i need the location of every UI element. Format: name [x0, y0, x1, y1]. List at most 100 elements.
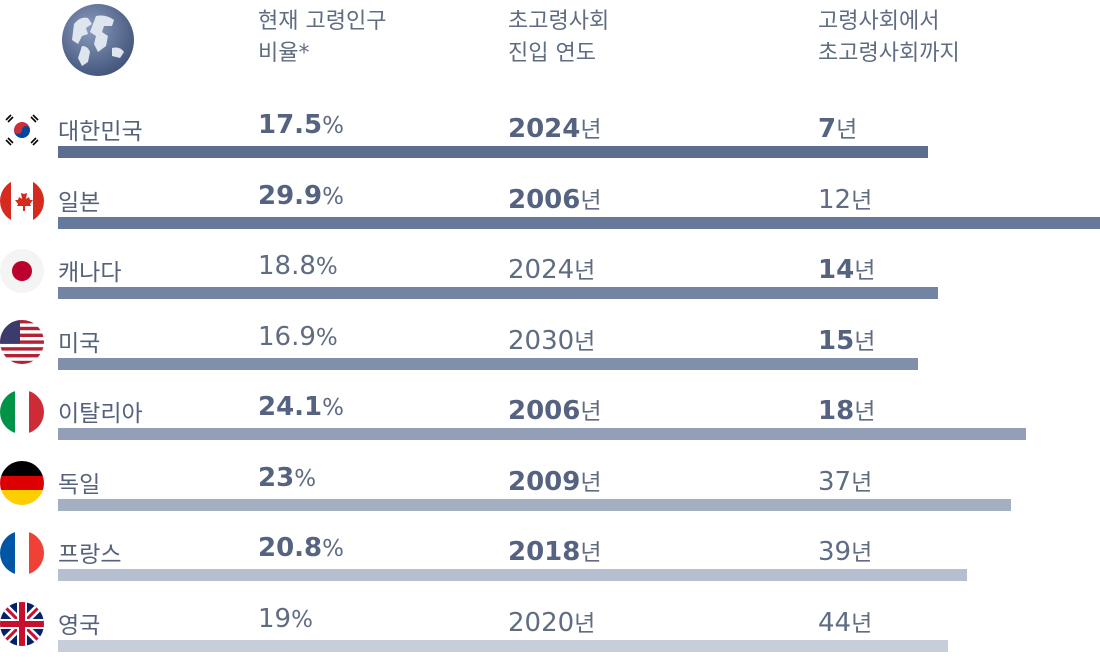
entry-year-cell-unit: 년 [574, 328, 596, 355]
row-bar [58, 287, 938, 299]
row-bar [58, 216, 1100, 229]
entry-year-cell: 2006년 [508, 392, 602, 426]
ratio-cell-value: 17.5 [258, 110, 323, 140]
transition-years-cell: 15년 [818, 322, 875, 356]
entry-year-cell-unit: 년 [580, 540, 602, 566]
country-name: 영국 [58, 612, 101, 639]
entry-year-cell-unit: 년 [580, 187, 602, 214]
transition-years-cell-value: 37 [818, 466, 852, 497]
row-bar [58, 357, 918, 370]
table-row: 대한민국 17.5% 2024년 7년 [0, 108, 1100, 178]
transition-years-cell-unit: 년 [851, 469, 873, 496]
ratio-cell-value: 16.9 [258, 321, 316, 352]
transition-years-cell: 37년 [818, 463, 872, 497]
canada-flag-icon [0, 178, 44, 223]
ratio-cell-unit: % [322, 536, 345, 562]
entry-year-cell-unit: 년 [574, 258, 596, 284]
header-entry-year: 초고령사회 진입 연도 [508, 9, 610, 66]
entry-year-cell: 2024년 [508, 251, 595, 285]
entry-year-cell-unit: 년 [580, 469, 602, 496]
entry-year-cell: 2006년 [508, 181, 602, 215]
transition-years-cell-unit: 년 [851, 540, 873, 566]
country-name: 캐나다 [58, 260, 122, 286]
entry-year-cell-value: 2009 [508, 466, 581, 497]
row-bar [58, 569, 967, 581]
ratio-cell-unit: % [294, 465, 317, 492]
transition-years-cell-value: 14 [818, 255, 855, 285]
ratio-cell-value: 19 [258, 603, 292, 634]
ratio-cell-value: 24.1 [258, 392, 323, 422]
header-ratio: 현재 고령인구 비율* [258, 9, 387, 66]
transition-years-cell-unit: 년 [854, 328, 876, 355]
ratio-cell: 24.1% [258, 392, 344, 422]
transition-years-cell-value: 39 [818, 537, 852, 567]
france-flag-icon [0, 531, 44, 575]
ratio-cell-unit: % [315, 324, 338, 351]
transition-years-cell: 18년 [818, 392, 875, 426]
ratio-cell-unit: % [322, 113, 345, 139]
entry-year-cell: 2020년 [508, 604, 595, 638]
table-row: 이탈리아 24.1% 2006년 18년 [0, 390, 1100, 460]
country-name: 프랑스 [58, 542, 122, 568]
ratio-cell: 16.9% [258, 322, 338, 352]
ratio-cell: 19% [258, 604, 313, 634]
ratio-cell: 18.8% [258, 251, 338, 281]
entry-year-cell-unit: 년 [580, 117, 602, 143]
ratio-cell-unit: % [291, 606, 313, 633]
ratio-cell-value: 29.9 [258, 180, 323, 211]
entry-year-cell-value: 2020 [508, 607, 575, 638]
transition-years-cell-unit: 년 [854, 258, 876, 284]
transition-years-cell-unit: 년 [836, 117, 858, 143]
globe-icon [62, 4, 134, 76]
country-name: 미국 [58, 330, 101, 357]
entry-year-cell: 2030년 [508, 322, 595, 356]
transition-years-cell: 12년 [818, 181, 872, 215]
transition-years-cell: 7년 [818, 110, 857, 144]
entry-year-cell-value: 2006 [508, 396, 581, 426]
germany-flag-icon [0, 460, 44, 505]
ratio-cell-value: 23 [258, 462, 295, 493]
ratio-cell-unit: % [322, 183, 345, 210]
korea-flag-icon [0, 108, 44, 152]
ratio-cell: 20.8% [258, 533, 344, 563]
table-row: 독일 23% 2009년 37년 [0, 460, 1100, 531]
transition-years-cell-unit: 년 [854, 399, 876, 425]
entry-year-cell: 2018년 [508, 533, 602, 567]
ratio-cell: 29.9% [258, 181, 344, 211]
row-bar [58, 428, 1026, 440]
table-row: 캐나다 18.8% 2024년 14년 [0, 249, 1100, 319]
transition-years-cell: 14년 [818, 251, 875, 285]
transition-years-cell-value: 15 [818, 325, 855, 356]
transition-years-cell: 39년 [818, 533, 872, 567]
row-bar [58, 146, 928, 158]
row-bar [58, 498, 1011, 511]
transition-years-cell-value: 44 [818, 607, 852, 638]
italy-flag-icon [0, 390, 44, 434]
header-transition-years: 고령사회에서 초고령사회까지 [818, 9, 960, 66]
transition-years-cell-unit: 년 [851, 610, 873, 637]
country-name: 이탈리아 [58, 401, 143, 427]
country-name: 일본 [58, 189, 101, 216]
ratio-cell-value: 18.8 [258, 251, 316, 281]
transition-years-cell-value: 7 [818, 114, 837, 144]
table-row: 영국 19% 2020년 44년 [0, 601, 1100, 672]
row-bar [58, 639, 948, 652]
entry-year-cell-value: 2024 [508, 255, 575, 285]
ratio-cell: 23% [258, 463, 316, 493]
entry-year-cell-value: 2018 [508, 537, 581, 567]
table-row: 미국 16.9% 2030년 15년 [0, 319, 1100, 390]
entry-year-cell-value: 2006 [508, 184, 581, 215]
ratio-cell: 17.5% [258, 110, 344, 140]
ratio-cell-unit: % [322, 395, 345, 421]
country-name: 대한민국 [58, 119, 143, 145]
uk-flag-icon [0, 601, 44, 646]
table-row: 프랑스 20.8% 2018년 39년 [0, 531, 1100, 601]
ratio-cell-value: 20.8 [258, 533, 323, 563]
entry-year-cell-unit: 년 [574, 610, 596, 637]
ratio-cell-unit: % [315, 254, 338, 280]
transition-years-cell-value: 18 [818, 396, 855, 426]
table-row: 일본 29.9% 2006년 12년 [0, 178, 1100, 249]
usa-flag-icon [0, 319, 44, 364]
country-name: 독일 [58, 471, 101, 498]
transition-years-cell: 44년 [818, 604, 872, 638]
